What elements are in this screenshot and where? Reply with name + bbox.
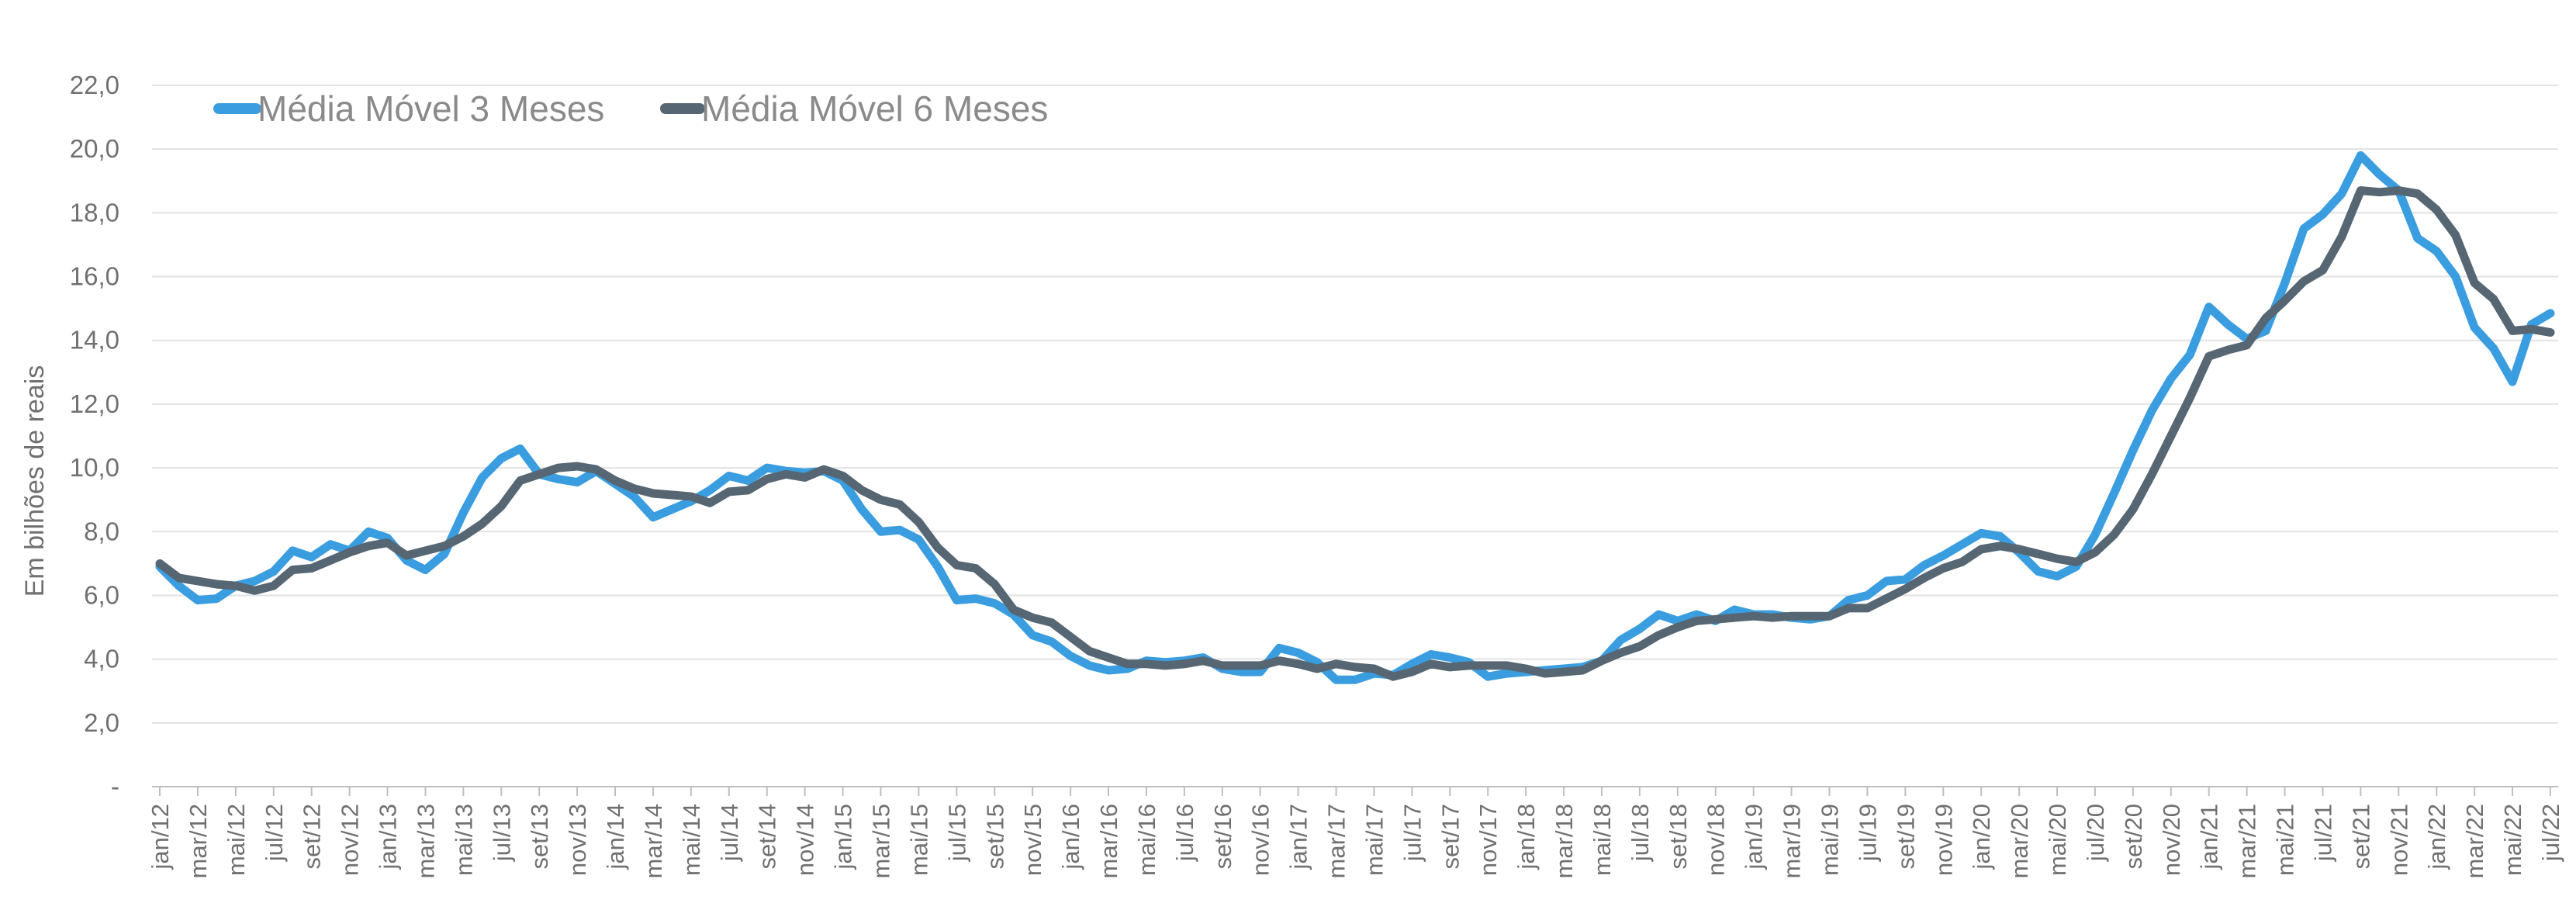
x-tick-label: set/13 — [526, 804, 553, 869]
x-tick-label: jul/13 — [488, 804, 515, 862]
y-tick-label: 2,0 — [84, 708, 119, 737]
x-tick-label: mar/21 — [2234, 804, 2261, 878]
x-tick-label: mai/19 — [1817, 804, 1844, 876]
x-tick-label: set/18 — [1665, 804, 1692, 869]
x-tick-label: nov/20 — [2158, 804, 2185, 876]
x-tick-label: mar/15 — [867, 804, 894, 878]
x-tick-label: mai/17 — [1361, 804, 1388, 876]
x-tick-label: mar/18 — [1551, 804, 1578, 878]
x-tick-label: jan/21 — [2196, 804, 2223, 870]
x-tick-label: set/14 — [754, 804, 781, 869]
x-tick-label: jan/16 — [1057, 804, 1084, 870]
x-tick-label: jul/20 — [2082, 804, 2109, 862]
x-tick-label: set/17 — [1437, 804, 1464, 869]
y-tick-label: 22,0 — [70, 71, 119, 99]
x-tick-label: nov/18 — [1703, 804, 1730, 876]
x-tick-label: mai/14 — [678, 804, 705, 876]
x-tick-label: set/15 — [981, 804, 1008, 869]
x-tick-label: mar/13 — [412, 804, 439, 878]
x-tick-label: jan/15 — [830, 804, 857, 870]
x-tick-label: jul/12 — [261, 804, 288, 862]
gridlines — [152, 85, 2558, 724]
x-tick-label: set/12 — [299, 804, 326, 869]
x-tick-label: mar/17 — [1323, 804, 1350, 878]
x-tick-label: nov/15 — [1019, 804, 1046, 876]
y-tick-label: 4,0 — [84, 645, 119, 673]
x-tick-label: jul/14 — [716, 804, 743, 862]
y-tick-label: 18,0 — [70, 198, 119, 227]
x-tick-label: nov/19 — [1930, 804, 1957, 876]
legend-item-series-1: Média Móvel 3 Meses — [213, 88, 604, 129]
y-axis-label: Em bilhões de reais — [20, 365, 50, 597]
x-tick-label: jan/17 — [1285, 804, 1312, 870]
x-tick-label: mai/13 — [450, 804, 477, 876]
x-tick-label: nov/16 — [1247, 804, 1274, 876]
x-tick-label: nov/21 — [2385, 804, 2412, 876]
y-axis-ticks: - 2,0 4,0 6,0 8,0 10,0 12,0 14,0 16,0 18,0 20,0 22,… — [70, 71, 119, 801]
x-tick-label: set/20 — [2120, 804, 2147, 869]
legend: Média Móvel 3 Meses Média Móvel 6 Meses — [213, 88, 1048, 129]
x-tick-label: jul/22 — [2537, 804, 2564, 862]
y-tick-label: 20,0 — [70, 134, 119, 163]
x-tick-label: nov/17 — [1475, 804, 1502, 876]
x-tick-label: mai/20 — [2044, 804, 2071, 876]
x-tick-label: jul/16 — [1171, 804, 1198, 862]
x-tick-label: mar/16 — [1095, 804, 1122, 878]
y-tick-label: 14,0 — [70, 326, 119, 355]
x-tick-label: jan/14 — [602, 804, 629, 870]
x-tick-label: nov/12 — [337, 804, 364, 876]
x-tick-label: mar/12 — [185, 804, 212, 878]
x-tick-label: jul/15 — [943, 804, 970, 862]
x-tick-label: mai/16 — [1133, 804, 1160, 876]
x-tick-label: jul/17 — [1399, 804, 1426, 862]
x-tick-label: nov/14 — [792, 804, 819, 876]
y-tick-label: 6,0 — [84, 580, 119, 609]
x-tick-label: set/19 — [1892, 804, 1919, 869]
x-tick-label: mar/20 — [2006, 804, 2033, 878]
x-tick-label: jul/21 — [2309, 804, 2336, 862]
x-tick-label: jul/18 — [1627, 804, 1654, 862]
x-tick-label: jan/20 — [1968, 804, 1995, 870]
x-tick-label: mar/14 — [640, 804, 667, 878]
x-tick-label: mar/22 — [2461, 804, 2488, 878]
y-tick-label: 12,0 — [70, 389, 119, 418]
y-tick-label: - — [111, 772, 119, 801]
series-line-1 — [155, 151, 2555, 684]
legend-label-series-1: Média Móvel 3 Meses — [258, 88, 604, 129]
x-tick-label: jan/13 — [375, 804, 402, 870]
x-tick-label: mai/12 — [223, 804, 250, 876]
x-tick-label: jan/18 — [1513, 804, 1540, 870]
x-tick-label: jan/22 — [2423, 804, 2450, 870]
x-tick-label: mai/18 — [1589, 804, 1616, 876]
x-tick-label: nov/13 — [564, 804, 591, 876]
x-tick-label: mar/19 — [1779, 804, 1806, 878]
series-line-2 — [155, 186, 2555, 681]
y-tick-label: 10,0 — [70, 453, 119, 482]
x-tick-label: mai/15 — [905, 804, 932, 876]
x-tick-label: jul/19 — [1854, 804, 1881, 862]
legend-item-series-2: Média Móvel 6 Meses — [660, 88, 1048, 129]
x-tick-label: set/16 — [1209, 804, 1236, 869]
x-axis-ticks: jan/12 mar/12 mai/12 jul/12 set/12 nov/12 jan/… — [147, 787, 2564, 878]
legend-label-series-2: Média Móvel 6 Meses — [701, 88, 1048, 129]
y-tick-label: 16,0 — [70, 262, 119, 291]
x-tick-label: jan/12 — [147, 804, 174, 870]
x-tick-label: set/21 — [2347, 804, 2374, 869]
x-tick-label: mai/22 — [2499, 804, 2526, 876]
x-tick-label: mai/21 — [2272, 804, 2299, 876]
x-tick-label: jan/19 — [1741, 804, 1768, 870]
series-lines — [155, 151, 2555, 684]
y-tick-label: 8,0 — [84, 517, 119, 545]
